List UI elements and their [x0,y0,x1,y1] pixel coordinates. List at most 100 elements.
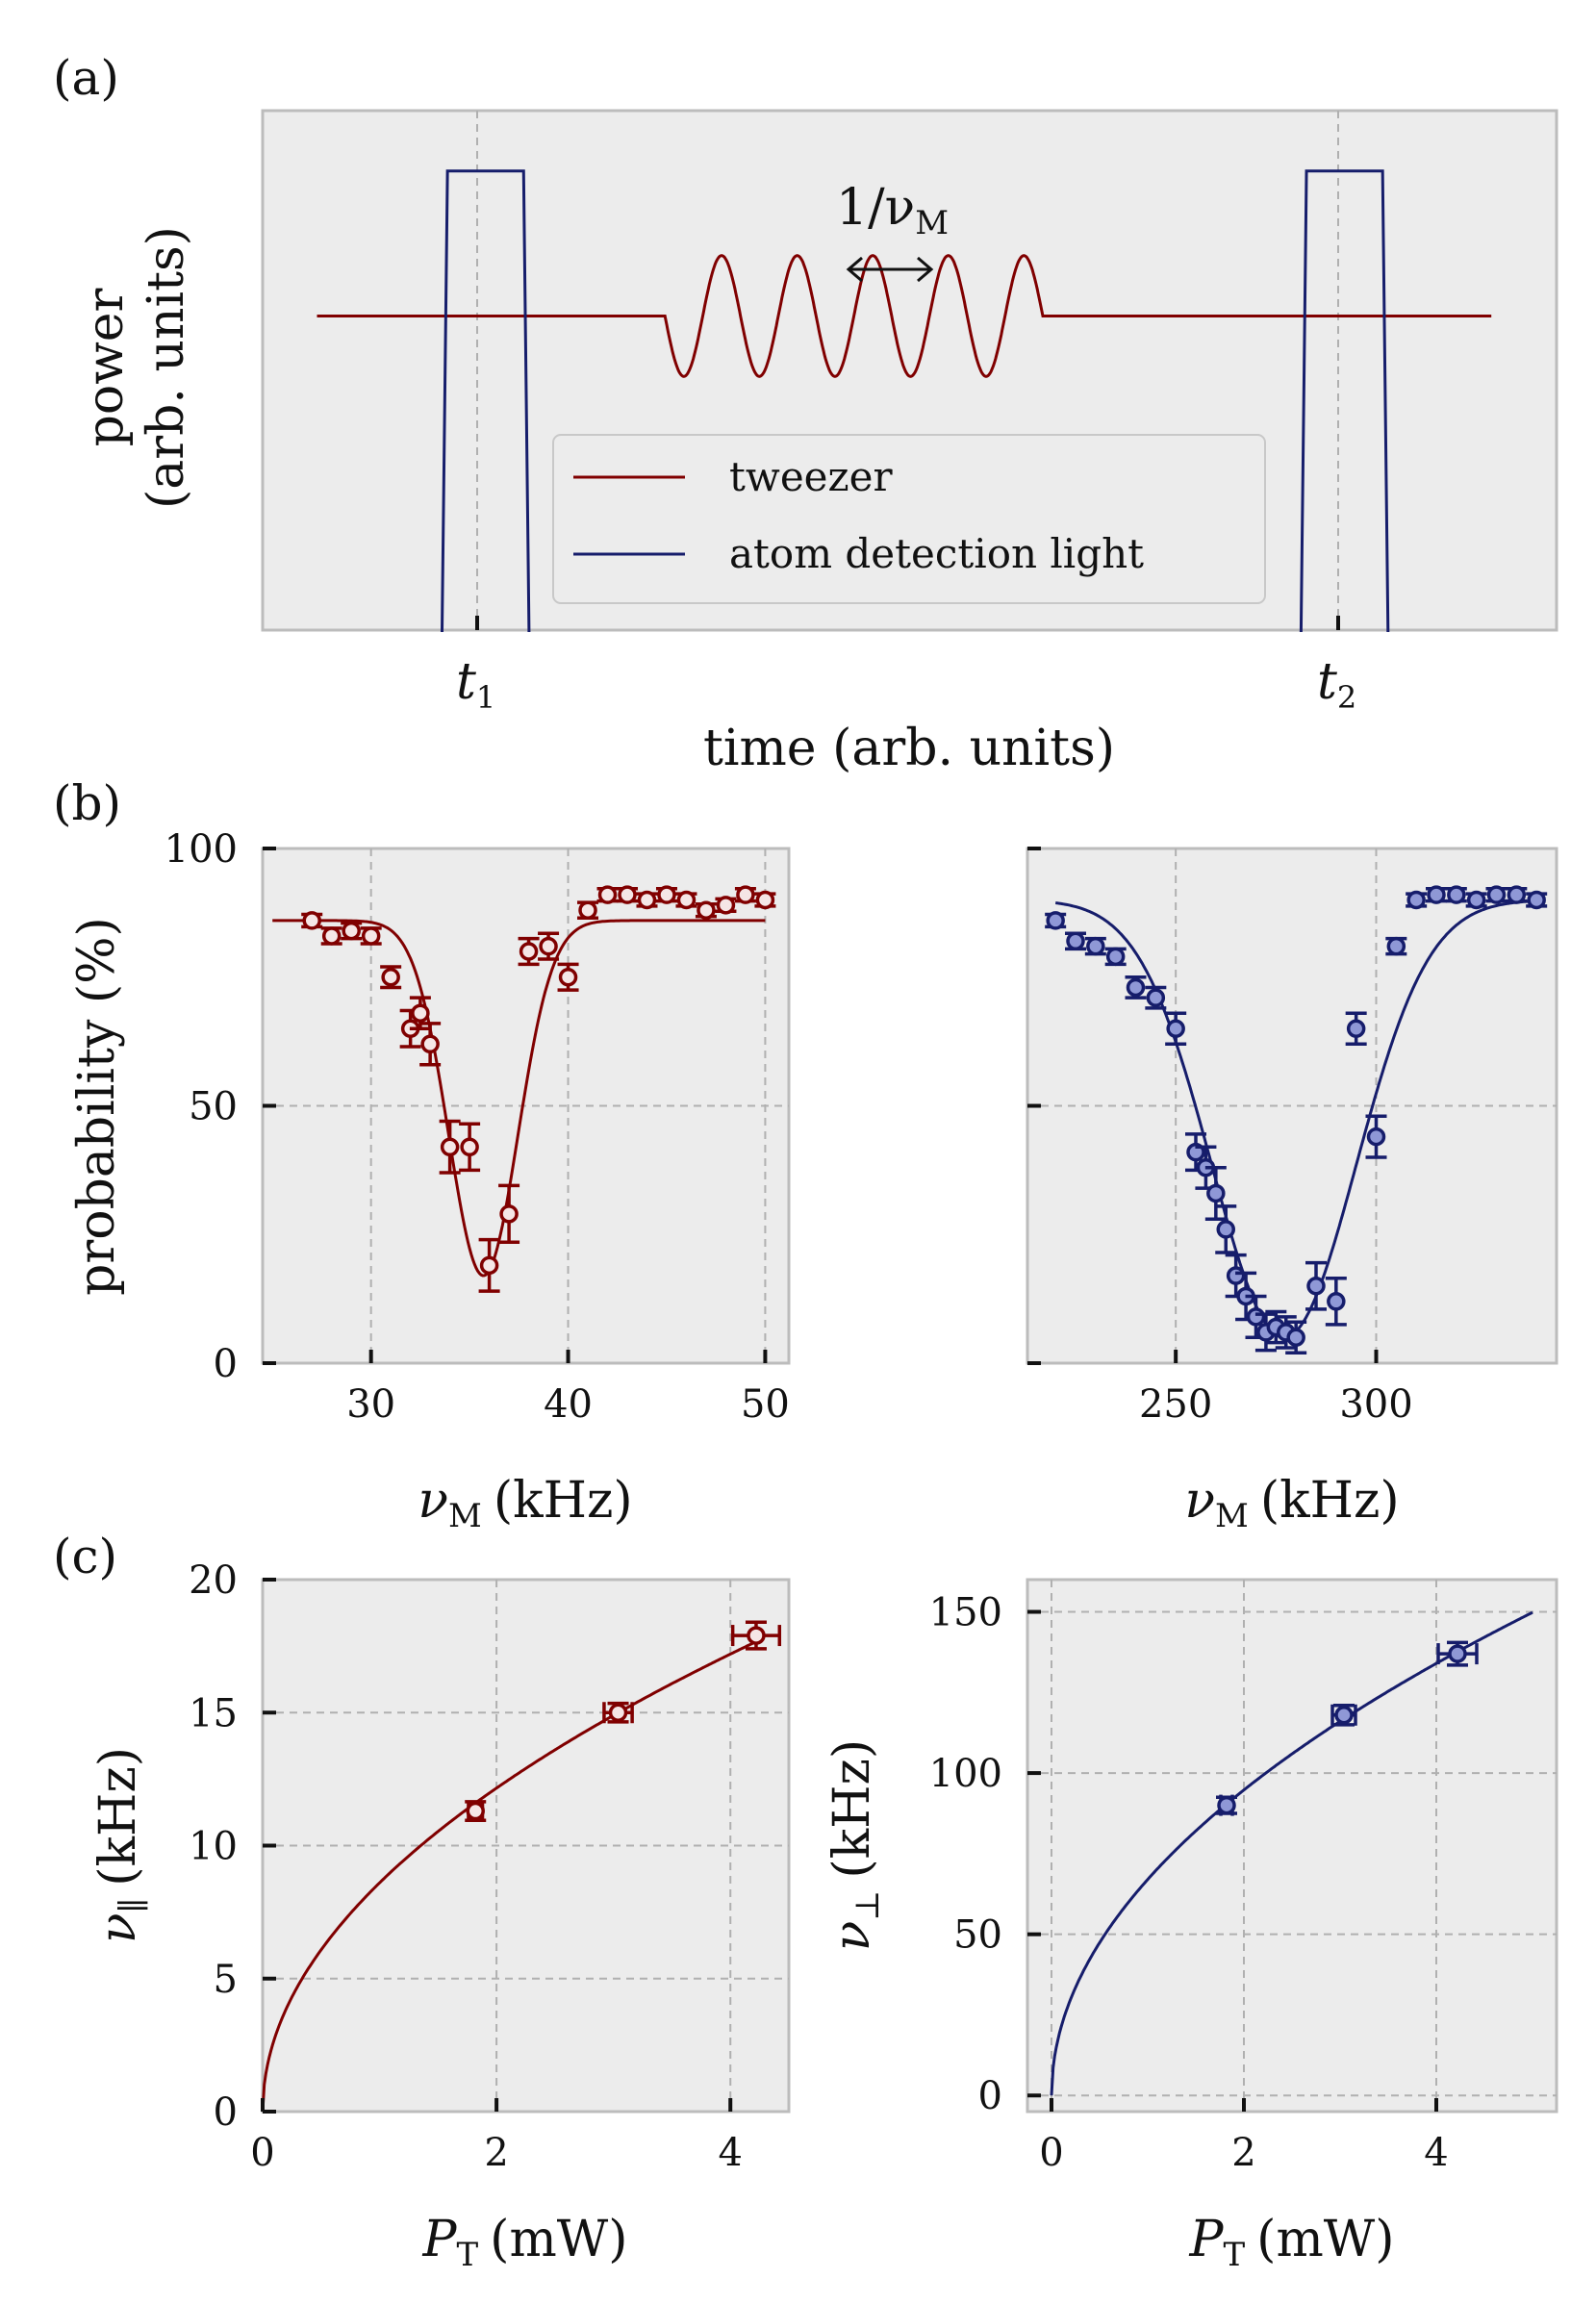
bl-point-3 [341,921,363,941]
bl-point-11 [478,1237,500,1293]
bl-xtick-label-50: 50 [741,1382,790,1427]
br-point-10 [1204,1165,1227,1221]
br-point-25 [1426,885,1447,904]
br-point-1 [1045,911,1067,930]
bl-point-17 [596,885,619,904]
cl-ytick-label-15: 15 [189,1691,238,1735]
cl-xtick-label-4: 4 [718,2131,742,2175]
panel-label-b: (b) [53,775,121,831]
br-point-5 [1125,975,1147,1000]
br-point-4 [1104,947,1127,967]
bl-point-8 [419,1022,442,1067]
cr-ytick-label-100: 100 [929,1752,1002,1796]
br-point-26 [1445,885,1467,904]
cr-ytick-label-0: 0 [978,2074,1002,2118]
chart-a-ylabel-line2: (arb. units) [138,226,195,509]
chart-c-right-frame [1026,1578,1558,2114]
cl-xtick-label-0: 0 [250,2131,274,2175]
chart-c-left-ylabel: ν∥(kHz) [89,1747,153,1943]
br-point-11 [1215,1204,1237,1254]
bl-point-21 [675,890,697,910]
cl-xtick-label-2: 2 [484,2131,508,2175]
br-point-23 [1385,936,1407,956]
cr-ytick-label-50: 50 [953,1913,1002,1958]
chart-b-right: 250 300 νM (kHz) [1026,847,1558,1535]
bl-ytick-label-50: 50 [189,1085,238,1129]
chart-a-arrow [846,256,934,283]
chart-c-left-xlabel: PT (mW) [421,2211,627,2274]
bl-fit-curve [272,919,766,1278]
chart-a-tick-label-t1: t1 [456,653,495,716]
bl-point-25 [754,890,776,910]
bl-point-1 [301,911,323,930]
bl-point-13 [518,936,540,967]
chart-b-right-xlabel: νM (kHz) [1184,1472,1399,1535]
bl-point-18 [617,885,639,904]
legend-label-tweezer: tweezer [729,453,894,500]
legend-label-detection: atom detection light [729,530,1144,577]
chart-c-right-ylabel: ν⊥(kHz) [823,1739,887,1951]
chart-a: t1 t2 time (arb. units) power (arb. unit… [77,109,1558,777]
bl-point-14 [538,931,560,961]
br-point-2 [1065,931,1086,951]
cl-ytick-label-0: 0 [214,2090,238,2135]
cr-xtick-label-4: 4 [1424,2131,1448,2175]
cr-point-1 [1216,1794,1237,1816]
cl-point-3 [730,1620,782,1651]
bl-xtick-label-30: 30 [346,1382,395,1427]
bl-point-10 [459,1122,481,1173]
chart-c-right-xlabel: PT (mW) [1188,2211,1394,2274]
chart-b-left-ylabel: probability (%) [68,917,126,1296]
br-point-29 [1506,885,1528,904]
chart-a-annotation: 1/νM [836,179,949,242]
bl-ytick-label-0: 0 [214,1342,238,1386]
br-point-28 [1485,885,1507,904]
panel-label-c: (c) [53,1529,117,1584]
br-point-6 [1145,985,1167,1010]
detection-pulse-2 [1299,169,1390,633]
bl-point-24 [734,885,756,904]
chart-a-legend: tweezer atom detection light [552,434,1266,604]
bl-point-2 [320,926,342,946]
cr-xtick-label-0: 0 [1039,2131,1063,2175]
br-point-22 [1365,1114,1387,1159]
br-point-21 [1345,1011,1367,1047]
cl-point-1 [465,1800,487,1822]
cr-point-3 [1436,1640,1479,1667]
cl-ytick-label-10: 10 [189,1825,238,1869]
bl-xtick-label-40: 40 [544,1382,593,1427]
br-xtick-label-250: 250 [1139,1382,1212,1427]
bl-point-22 [695,900,717,920]
chart-b-left: 30 40 50 0 50 100 νM (kHz) probability (%) [68,827,791,1535]
chart-a-xlabel: time (arb. units) [703,720,1115,777]
bl-point-23 [715,896,737,915]
br-point-20 [1325,1276,1347,1327]
cl-point-2 [602,1701,634,1724]
br-point-27 [1465,890,1487,910]
br-point-19 [1305,1260,1327,1311]
bl-point-20 [655,885,677,904]
panel-label-a: (a) [53,50,119,106]
bl-point-16 [577,900,599,920]
chart-c-right: 0 2 4 0 50 100 150 PT (mW) ν⊥(kHz) [823,1578,1558,2274]
cr-xtick-label-2: 2 [1231,2131,1255,2175]
br-point-24 [1406,890,1428,910]
br-point-30 [1526,890,1548,910]
cl-fit-curve [261,1641,755,2113]
chart-a-tick-label-t2: t2 [1317,653,1356,716]
cl-ytick-label-20: 20 [189,1558,238,1603]
bl-point-9 [439,1119,461,1175]
cl-ytick-label-5: 5 [214,1958,238,2002]
bl-point-19 [636,890,658,910]
bl-point-4 [360,926,382,946]
chart-c-left: 0 2 4 0 5 10 15 20 PT (mW) ν∥(kHz) [89,1558,791,2274]
cr-ytick-label-150: 150 [929,1591,1002,1635]
bl-point-12 [498,1183,520,1245]
br-point-3 [1084,936,1106,956]
cr-point-2 [1330,1703,1357,1727]
bl-ytick-label-100: 100 [165,827,238,872]
legend-box [552,434,1266,604]
bl-point-5 [380,965,402,990]
chart-b-left-xlabel: νM (kHz) [418,1472,632,1535]
bl-point-15 [557,962,579,992]
